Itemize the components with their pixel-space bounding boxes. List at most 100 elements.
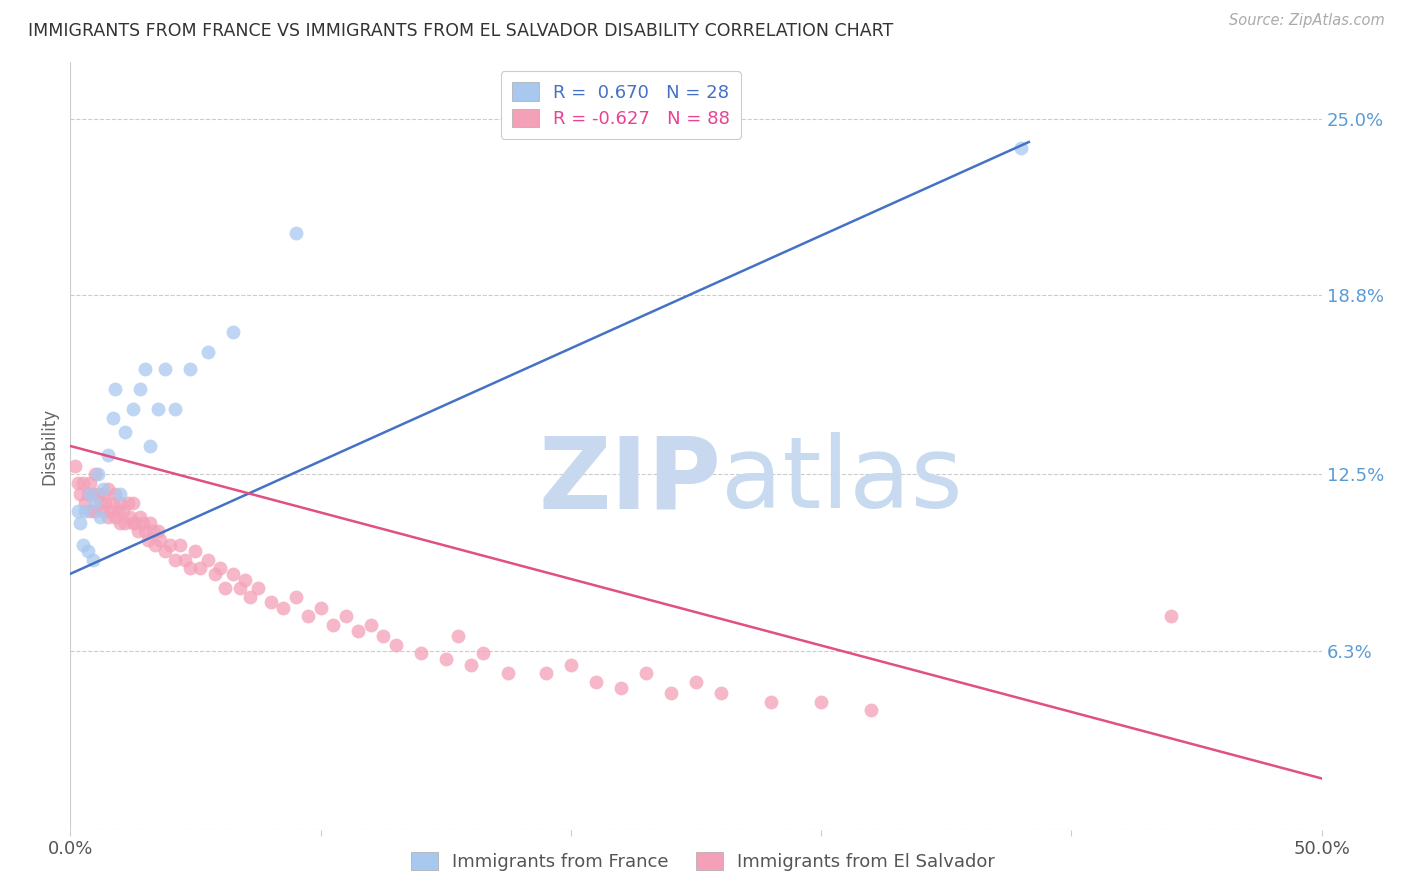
Point <box>87 487 110 501</box>
Point <box>104 487 127 501</box>
Point <box>347 624 370 638</box>
Point <box>197 345 219 359</box>
Y-axis label: Disability: Disability <box>41 408 59 484</box>
Point <box>82 552 104 566</box>
Point <box>72 538 94 552</box>
Point <box>94 496 117 510</box>
Point <box>165 402 187 417</box>
Point <box>65 458 87 473</box>
Point <box>659 686 682 700</box>
Point <box>84 496 107 510</box>
Point <box>66 475 89 490</box>
Point <box>271 601 294 615</box>
Point <box>159 538 181 552</box>
Legend: R =  0.670   N = 28, R = -0.627   N = 88: R = 0.670 N = 28, R = -0.627 N = 88 <box>501 71 741 139</box>
Point <box>101 496 124 510</box>
Point <box>169 538 191 552</box>
Point <box>239 590 262 604</box>
Point <box>179 561 201 575</box>
Point <box>89 510 111 524</box>
Point <box>69 487 91 501</box>
Point <box>322 618 344 632</box>
Point <box>229 581 252 595</box>
Point <box>204 566 226 581</box>
Point <box>634 666 657 681</box>
Point <box>409 647 432 661</box>
Point <box>121 516 145 530</box>
Point <box>107 504 129 518</box>
Point <box>110 516 132 530</box>
Point <box>120 510 142 524</box>
Point <box>69 516 91 530</box>
Text: Source: ZipAtlas.com: Source: ZipAtlas.com <box>1229 13 1385 29</box>
Point <box>259 595 281 609</box>
Point <box>146 524 169 539</box>
Point <box>1010 141 1032 155</box>
Point <box>84 504 107 518</box>
Point <box>139 516 162 530</box>
Point <box>174 552 197 566</box>
Point <box>710 686 733 700</box>
Point <box>101 410 124 425</box>
Point <box>111 504 134 518</box>
Point <box>560 657 582 672</box>
Text: atlas: atlas <box>721 432 963 529</box>
Point <box>91 482 114 496</box>
Point <box>335 609 357 624</box>
Point <box>146 402 169 417</box>
Point <box>82 487 104 501</box>
Point <box>434 652 457 666</box>
Point <box>585 674 607 689</box>
Point <box>91 487 114 501</box>
Point <box>79 475 101 490</box>
Point <box>165 552 187 566</box>
Point <box>76 487 98 501</box>
Point <box>76 544 98 558</box>
Point <box>132 516 155 530</box>
Point <box>472 647 495 661</box>
Point <box>214 581 236 595</box>
Point <box>360 618 382 632</box>
Point <box>179 362 201 376</box>
Point <box>97 482 120 496</box>
Point <box>685 674 707 689</box>
Point <box>610 681 633 695</box>
Point <box>860 703 883 717</box>
Point <box>84 467 107 482</box>
Point <box>136 533 159 547</box>
Point <box>222 566 245 581</box>
Point <box>97 510 120 524</box>
Point <box>134 362 156 376</box>
Point <box>235 573 257 587</box>
Point <box>498 666 520 681</box>
Point <box>104 510 127 524</box>
Point <box>110 496 132 510</box>
Point <box>89 496 111 510</box>
Point <box>97 448 120 462</box>
Point <box>534 666 557 681</box>
Point <box>121 402 145 417</box>
Point <box>91 504 114 518</box>
Point <box>810 695 832 709</box>
Point <box>75 496 97 510</box>
Point <box>139 439 162 453</box>
Point <box>209 561 232 575</box>
Point <box>87 467 110 482</box>
Point <box>371 629 394 643</box>
Text: IMMIGRANTS FROM FRANCE VS IMMIGRANTS FROM EL SALVADOR DISABILITY CORRELATION CHA: IMMIGRANTS FROM FRANCE VS IMMIGRANTS FRO… <box>28 22 893 40</box>
Point <box>142 524 165 539</box>
Point <box>79 487 101 501</box>
Point <box>75 504 97 518</box>
Point <box>247 581 270 595</box>
Point <box>190 561 212 575</box>
Point <box>384 638 406 652</box>
Point <box>98 504 121 518</box>
Point <box>222 326 245 340</box>
Point <box>297 609 319 624</box>
Point <box>309 601 332 615</box>
Point <box>155 362 177 376</box>
Point <box>149 533 172 547</box>
Point <box>124 516 146 530</box>
Point <box>134 524 156 539</box>
Point <box>155 544 177 558</box>
